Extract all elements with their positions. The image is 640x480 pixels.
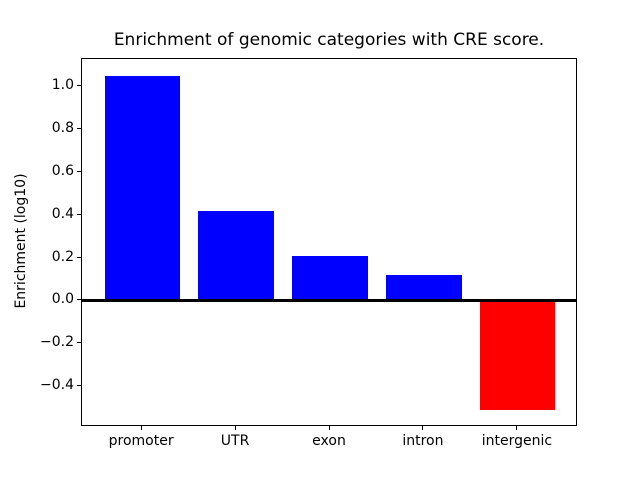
y-tick-label: 0.6 bbox=[51, 162, 74, 179]
y-tick-label: 0.4 bbox=[51, 205, 74, 222]
y-tick-label: 0.8 bbox=[51, 119, 74, 136]
bar-UTR bbox=[198, 210, 274, 301]
y-tick-label: −0.4 bbox=[40, 377, 74, 394]
y-tick-mark bbox=[77, 84, 81, 86]
bar-intergenic bbox=[480, 300, 556, 411]
x-tick-mark bbox=[328, 426, 330, 430]
zero-axis-line bbox=[82, 299, 576, 303]
bar-intron bbox=[386, 275, 462, 301]
x-tick-mark bbox=[516, 426, 518, 430]
y-axis-label: Enrichment (log10) bbox=[13, 173, 29, 309]
y-tick-mark bbox=[77, 256, 81, 258]
bar-promoter bbox=[104, 75, 180, 301]
x-tick-label-UTR: UTR bbox=[220, 433, 250, 449]
y-tick-label: 1.0 bbox=[51, 76, 74, 93]
y-tick-mark bbox=[77, 385, 81, 387]
y-tick-label: −0.2 bbox=[40, 334, 74, 351]
x-tick-label-intron: intron bbox=[402, 433, 444, 449]
x-tick-label-exon: exon bbox=[312, 433, 346, 449]
x-tick-mark bbox=[234, 426, 236, 430]
y-tick-mark bbox=[77, 170, 81, 172]
x-tick-label-promoter: promoter bbox=[108, 433, 174, 449]
chart-title: Enrichment of genomic categories with CR… bbox=[113, 30, 545, 50]
x-tick-mark bbox=[422, 426, 424, 430]
y-tick-mark bbox=[77, 127, 81, 129]
y-tick-mark bbox=[77, 342, 81, 344]
bar-exon bbox=[292, 255, 368, 301]
y-tick-mark bbox=[77, 213, 81, 215]
x-tick-label-intergenic: intergenic bbox=[481, 433, 553, 449]
y-tick-label: 0.0 bbox=[51, 291, 74, 308]
x-tick-mark bbox=[140, 426, 142, 430]
y-tick-label: 0.2 bbox=[51, 248, 74, 265]
y-tick-mark bbox=[77, 299, 81, 301]
plot-area bbox=[81, 58, 577, 426]
